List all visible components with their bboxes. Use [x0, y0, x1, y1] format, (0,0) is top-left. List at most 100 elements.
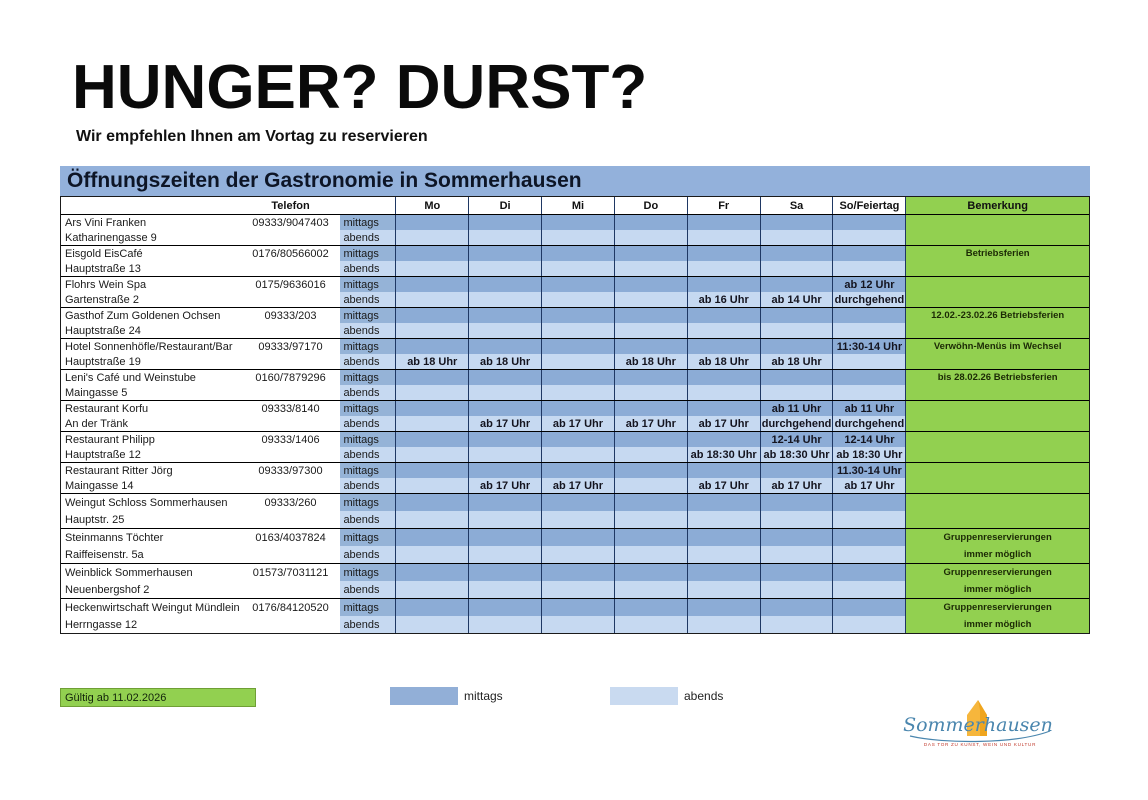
time-cell-abends	[396, 292, 469, 307]
time-cell-abends	[687, 230, 760, 245]
day-column-1	[468, 432, 542, 462]
time-cell-mittags	[760, 370, 833, 385]
time-cell-abends	[396, 416, 469, 431]
day-column-2: ab 17 Uhr	[541, 463, 614, 493]
remark-cell	[905, 463, 1089, 493]
time-cell-mittags	[469, 463, 542, 478]
remark-cell: Gruppenreservierungen immer möglich	[905, 599, 1089, 633]
time-cell-abends	[760, 261, 833, 276]
time-cell-abends	[469, 385, 542, 400]
time-cell-mittags	[687, 463, 760, 478]
restaurant-name: Heckenwirtschaft Weingut Mündlein	[65, 601, 240, 614]
day-column-2	[541, 599, 614, 633]
remark-line-1	[906, 494, 1089, 511]
restaurant-name-column: Ars Vini Franken Katharinengasse 9	[61, 215, 241, 245]
phone-number: 09333/203	[264, 309, 317, 322]
restaurant-group: Restaurant Korfu An der Tränk 09333/8140 mi…	[61, 400, 1089, 431]
header-day-2: Mi	[541, 197, 614, 214]
phone-column: 09333/97170	[241, 339, 341, 369]
meal-label-column: mittags abends	[340, 529, 396, 563]
time-cell-mittags	[469, 215, 542, 230]
time-cell-mittags	[614, 246, 687, 261]
day-column-0	[395, 599, 469, 633]
restaurant-name-column: Heckenwirtschaft Weingut Mündlein Herrnga…	[61, 599, 241, 633]
phone-number: 0176/80566002	[252, 247, 329, 260]
remark-line-2	[906, 261, 1089, 276]
remark-line-2	[906, 323, 1089, 338]
time-cell-mittags	[542, 339, 614, 354]
time-cell-mittags	[687, 339, 760, 354]
time-cell-abends	[833, 323, 906, 338]
time-cell-mittags	[542, 401, 614, 416]
day-column-6	[832, 308, 906, 338]
time-cell-mittags	[396, 246, 469, 261]
day-column-2	[541, 370, 614, 400]
time-cell-abends	[542, 261, 614, 276]
time-cell-abends	[833, 354, 906, 369]
restaurant-name: Gasthof Zum Goldenen Ochsen	[65, 309, 221, 322]
remark-cell	[905, 432, 1089, 462]
time-cell-abends	[614, 511, 687, 528]
valid-from-label: Gültig ab 11.02.2026	[65, 691, 167, 704]
time-cell-mittags	[542, 215, 614, 230]
time-cell-abends: ab 18 Uhr	[687, 354, 760, 369]
phone-column: 0160/7879296	[241, 370, 341, 400]
time-cell-mittags	[687, 432, 760, 447]
time-cell-abends	[833, 230, 906, 245]
time-cell-mittags	[687, 599, 760, 616]
remark-line-2: immer möglich	[963, 619, 1032, 630]
day-column-5	[759, 308, 833, 338]
time-cell-abends: ab 17 Uhr	[687, 416, 760, 431]
time-cell-mittags	[687, 308, 760, 323]
day-column-6: ab 11 Uhr durchgehend	[832, 401, 906, 431]
time-cell-abends: ab 17 Uhr	[469, 478, 542, 493]
restaurant-address: Neuenbergshof 2	[65, 583, 150, 596]
restaurant-name-column: Restaurant Korfu An der Tränk	[61, 401, 241, 431]
time-cell-abends: ab 17 Uhr	[833, 478, 906, 493]
time-cell-mittags	[396, 432, 469, 447]
time-cell-abends	[614, 616, 687, 633]
day-column-5	[759, 599, 833, 633]
day-column-2	[541, 215, 614, 245]
legend-swatch-abends	[610, 687, 678, 705]
day-column-5: ab 14 Uhr	[759, 277, 833, 307]
restaurant-group: Eisgold EisCafé Hauptstraße 13 0176/805660…	[61, 245, 1089, 276]
row-label-mittags: mittags	[340, 494, 396, 511]
restaurant-name: Leni's Café und Weinstube	[65, 371, 196, 384]
phone-column: 0176/80566002	[241, 246, 341, 276]
time-cell-abends	[760, 581, 833, 598]
day-column-0	[395, 370, 469, 400]
phone-column: 09333/97300	[241, 463, 341, 493]
restaurant-group: Weingut Schloss Sommerhausen Hauptstr. 25…	[61, 493, 1089, 528]
day-column-1	[468, 215, 542, 245]
restaurant-name: Flohrs Wein Spa	[65, 278, 147, 291]
restaurant-name-column: Restaurant Philipp Hauptstraße 12	[61, 432, 241, 462]
time-cell-abends	[469, 292, 542, 307]
day-column-0	[395, 463, 469, 493]
time-cell-abends	[614, 546, 687, 563]
time-cell-abends: ab 18:30 Uhr	[760, 447, 833, 462]
day-column-5	[759, 529, 833, 563]
phone-number: 01573/7031121	[252, 566, 329, 579]
time-cell-abends	[614, 323, 687, 338]
time-cell-abends	[469, 323, 542, 338]
restaurant-name-column: Hotel Sonnenhöfle/Restaurant/Bar Hauptstr…	[61, 339, 241, 369]
remark-line-1: Gruppenreservierungen	[943, 567, 1052, 578]
time-cell-mittags	[760, 215, 833, 230]
restaurant-name-column: Eisgold EisCafé Hauptstraße 13	[61, 246, 241, 276]
day-column-6	[832, 564, 906, 598]
day-column-2	[541, 494, 614, 528]
restaurant-address: Raiffeisenstr. 5a	[65, 548, 144, 561]
time-cell-abends	[396, 616, 469, 633]
time-cell-abends	[396, 546, 469, 563]
remark-line-1	[906, 215, 1089, 230]
time-cell-mittags	[542, 494, 614, 511]
remark-cell: Gruppenreservierungen immer möglich	[905, 529, 1089, 563]
phone-column: 09333/203	[241, 308, 341, 338]
remark-cell: Betriebsferien	[905, 246, 1089, 276]
restaurant-name-column: Leni's Café und Weinstube Maingasse 5	[61, 370, 241, 400]
remark-line-1: Gruppenreservierungen	[943, 602, 1052, 613]
time-cell-mittags	[760, 463, 833, 478]
time-cell-mittags	[833, 370, 906, 385]
